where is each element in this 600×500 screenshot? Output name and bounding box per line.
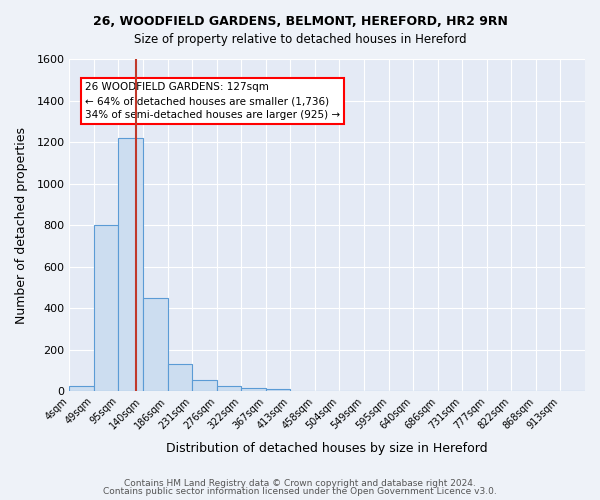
Text: Contains HM Land Registry data © Crown copyright and database right 2024.: Contains HM Land Registry data © Crown c… [124,478,476,488]
X-axis label: Distribution of detached houses by size in Hereford: Distribution of detached houses by size … [166,442,488,455]
Bar [118,138,143,391]
Text: 26, WOODFIELD GARDENS, BELMONT, HEREFORD, HR2 9RN: 26, WOODFIELD GARDENS, BELMONT, HEREFORD… [92,15,508,28]
Bar [143,298,167,391]
Bar [217,386,241,391]
Text: 26 WOODFIELD GARDENS: 127sqm
← 64% of detached houses are smaller (1,736)
34% of: 26 WOODFIELD GARDENS: 127sqm ← 64% of de… [85,82,340,120]
Text: Contains public sector information licensed under the Open Government Licence v3: Contains public sector information licen… [103,487,497,496]
Text: Size of property relative to detached houses in Hereford: Size of property relative to detached ho… [134,32,466,46]
Bar [94,225,118,391]
Y-axis label: Number of detached properties: Number of detached properties [15,126,28,324]
Bar [70,386,94,391]
Bar [192,380,217,391]
Bar [266,388,290,391]
Bar [241,388,266,391]
Bar [167,364,192,391]
